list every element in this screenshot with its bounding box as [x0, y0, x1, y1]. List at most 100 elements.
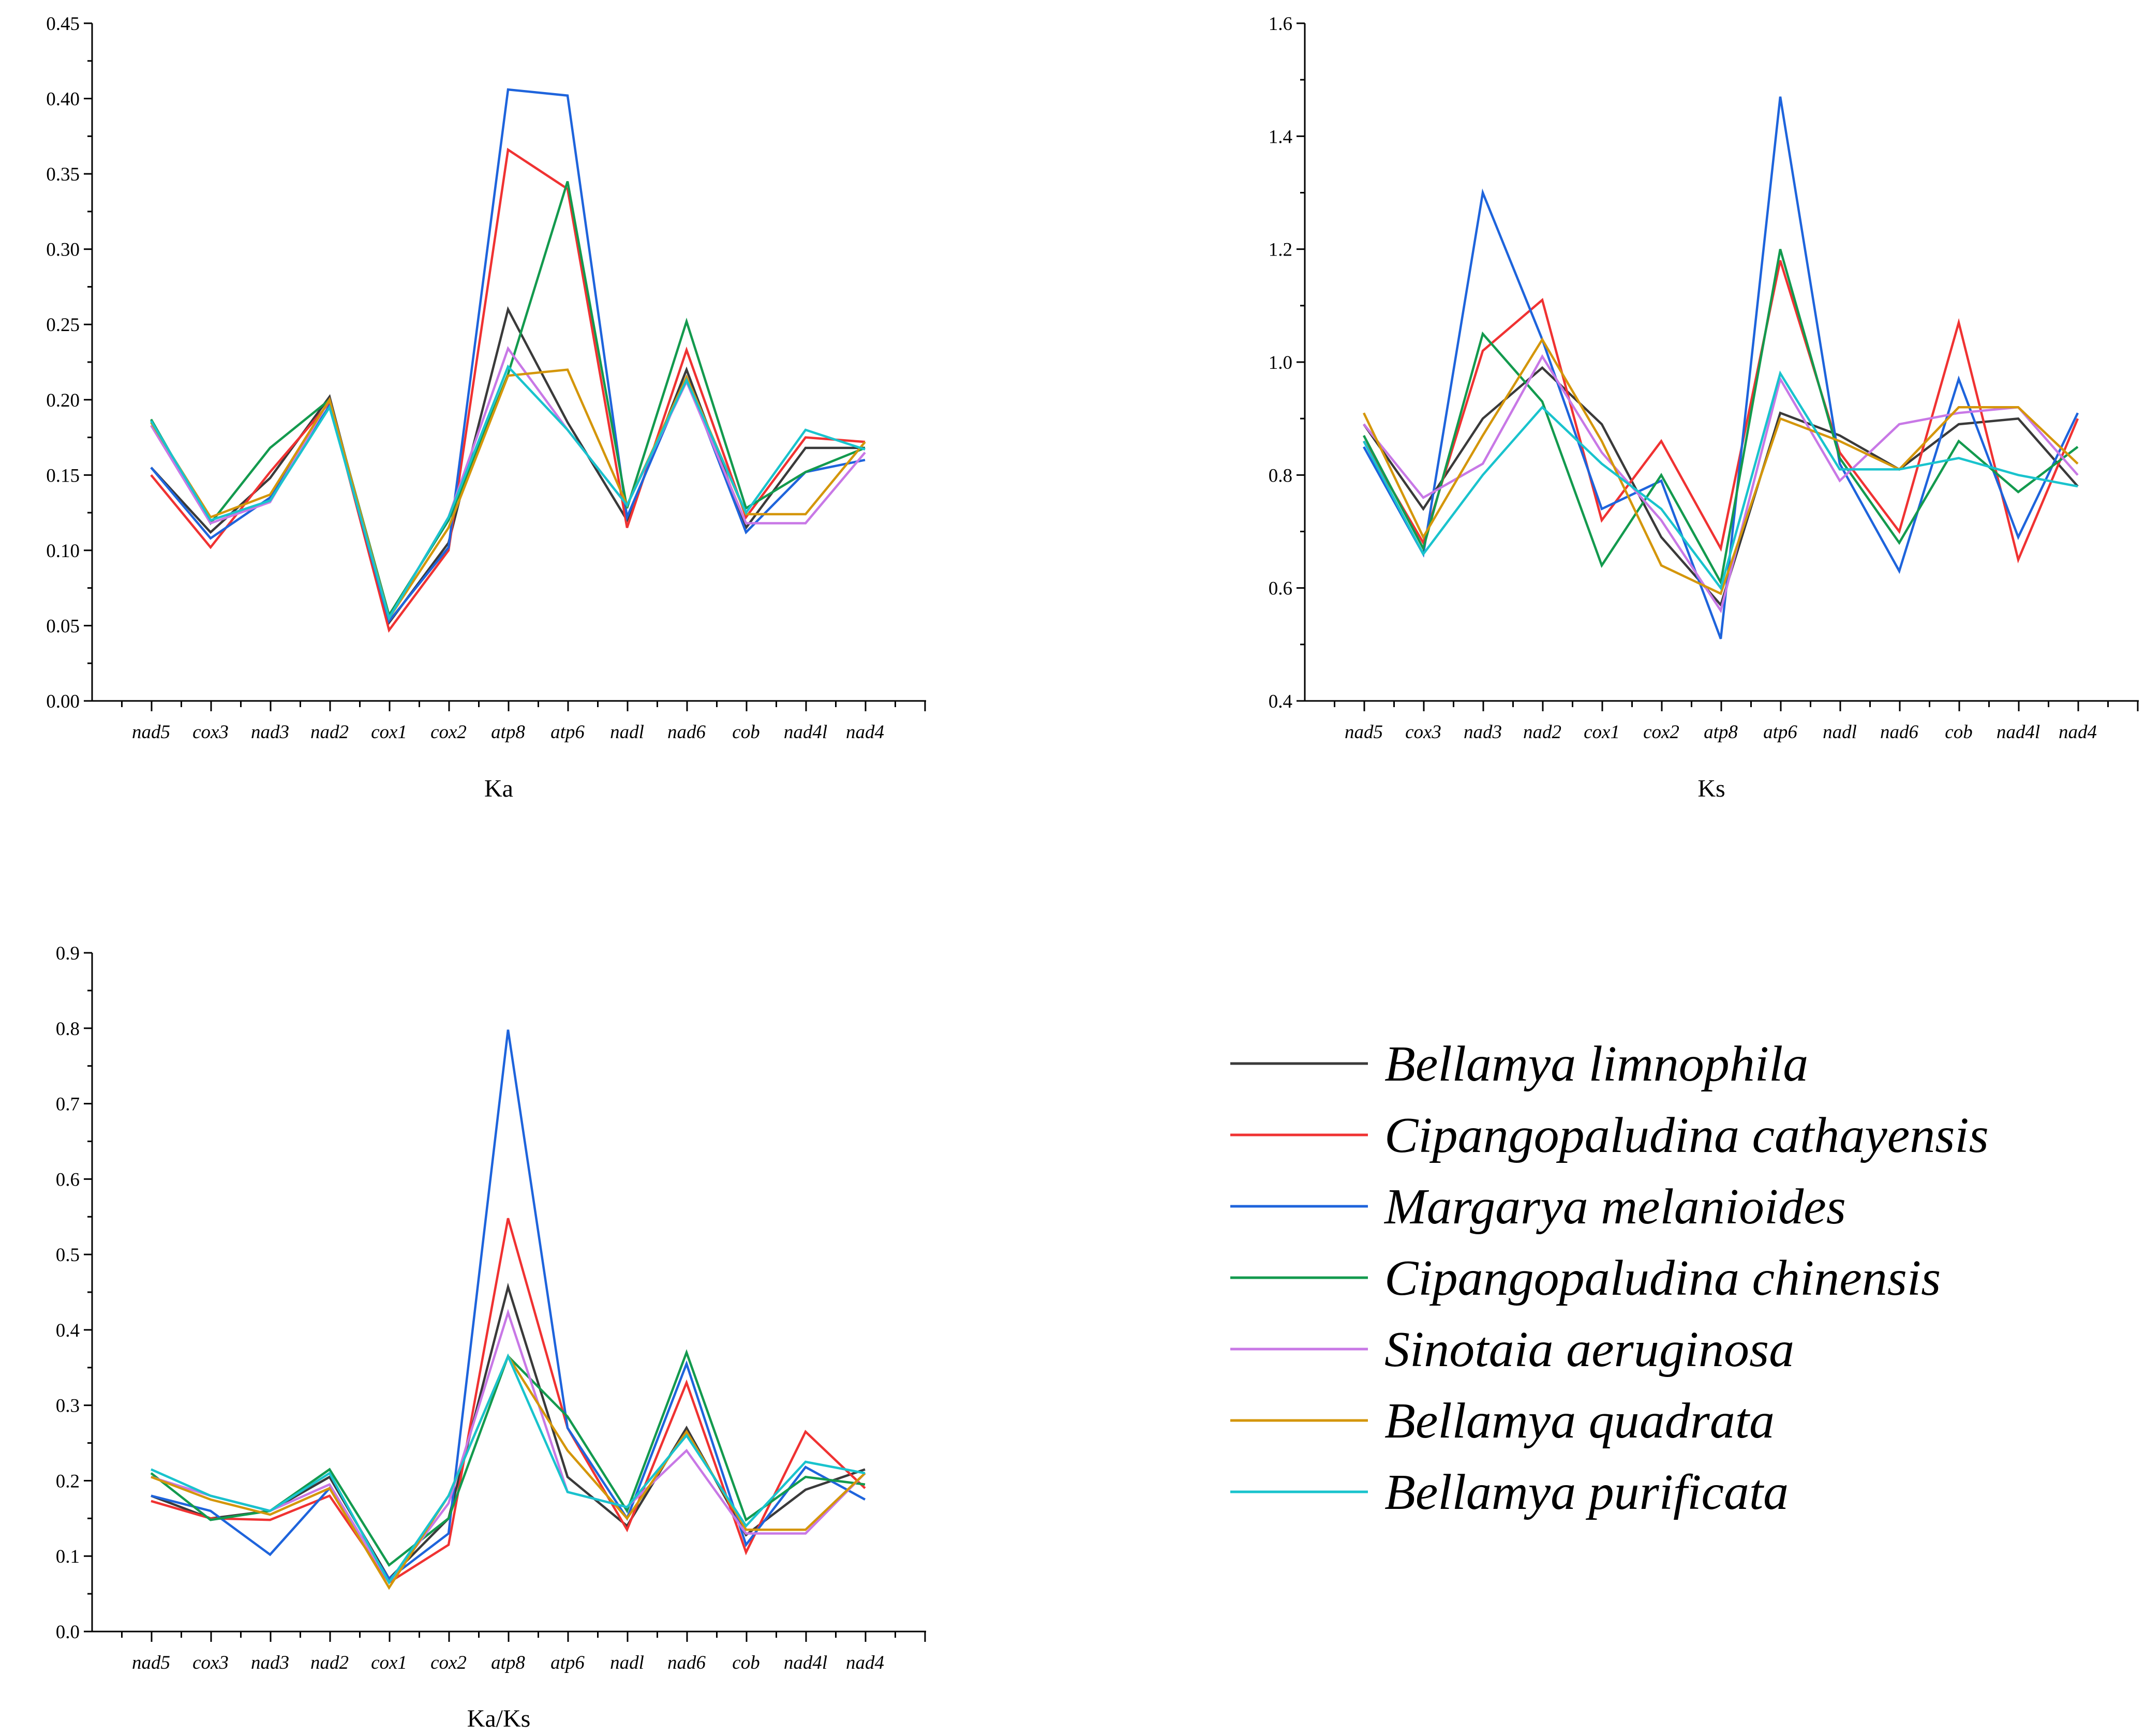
series-line [1363, 354, 2079, 613]
y-tick-label: 0.05 [46, 616, 80, 637]
y-tick-label: 1.0 [1269, 352, 1292, 373]
y-tick-label: 0.8 [1269, 465, 1292, 486]
x-tick-label: nad3 [1464, 722, 1502, 743]
y-tick-label: 0.45 [46, 13, 80, 35]
x-tick-label: cox2 [430, 722, 467, 743]
x-tick-label: cox2 [430, 1652, 467, 1673]
x-tick-label: cob [732, 722, 759, 743]
y-tick-label: 0.3 [56, 1396, 80, 1417]
x-tick-label: cob [732, 1652, 759, 1673]
ka-ks-chart: 0.0 0.1 0.2 0.3 0.4 0.5 0.6 0.7 0.8 0.9 nad5 cox3 na… [56, 943, 926, 1732]
x-tick-label: nad5 [132, 1652, 170, 1673]
legend: Bellamya limnophila Cipangopaludina catha… [1230, 1036, 1989, 1520]
x-tick-label: nad5 [132, 722, 170, 743]
x-tick-label: nad6 [667, 1652, 706, 1673]
ks-chart: 0.4 0.6 0.8 1.0 1.2 1.4 1.6 nad5 cox3 nad3 nad2 cox… [1269, 13, 2139, 802]
x-tick-label: nad2 [1523, 722, 1561, 743]
y-tick-label: 0.35 [46, 164, 80, 185]
y-tick-label: 1.2 [1269, 240, 1292, 261]
y-tick-label: 0.30 [46, 240, 80, 261]
series-line [150, 147, 866, 633]
x-tick-label: atp8 [1704, 722, 1738, 743]
series-line [151, 1354, 866, 1590]
x-tick-label: cox1 [371, 722, 407, 743]
legend-label: Bellamya limnophila [1384, 1036, 1808, 1092]
series-line [1363, 96, 2079, 639]
x-tick-label: nadl [610, 722, 644, 743]
series-line [1363, 249, 2079, 586]
x-tick-label: nad4l [784, 1652, 827, 1673]
x-tick-label: atp8 [491, 722, 525, 743]
series-line [151, 1353, 866, 1585]
y-tick-label: 0.9 [56, 943, 80, 964]
series-line [151, 1282, 866, 1581]
x-tick-label: cox1 [371, 1652, 407, 1673]
x-tick-label: nad2 [310, 1652, 349, 1673]
x-tick-label: atp6 [550, 722, 585, 743]
x-tick-label: nad3 [251, 1652, 289, 1673]
y-tick-label: 0.5 [56, 1245, 80, 1266]
x-axis-title: Ka/Ks [467, 1705, 531, 1732]
x-tick-label: atp6 [550, 1652, 585, 1673]
y-tick-label: 0.6 [1269, 578, 1292, 600]
x-axis-title: Ks [1697, 775, 1725, 802]
y-tick-label: 0.10 [46, 541, 80, 562]
series-line [151, 1309, 866, 1585]
x-tick-label: nad6 [667, 722, 706, 743]
series-line [1363, 370, 2078, 591]
x-tick-label: cox2 [1643, 722, 1679, 743]
y-tick-label: 0.2 [56, 1471, 80, 1492]
series-line [150, 306, 865, 625]
series-line [1362, 337, 2079, 595]
series-line [150, 181, 866, 618]
x-tick-label: nadl [610, 1652, 644, 1673]
y-tick-label: 0.7 [56, 1094, 80, 1115]
x-tick-label: nad2 [310, 722, 349, 743]
x-tick-label: atp6 [1763, 722, 1797, 743]
x-tick-label: nadl [1823, 722, 1857, 743]
y-tick-label: 0.25 [46, 315, 80, 336]
x-tick-label: atp8 [491, 1652, 525, 1673]
x-tick-label: cox3 [1405, 722, 1441, 743]
y-tick-label: 0.8 [56, 1019, 80, 1040]
y-tick-label: 0.6 [56, 1169, 80, 1190]
y-tick-label: 0.20 [46, 390, 80, 411]
x-tick-label: nad4l [1997, 722, 2040, 743]
series-line [1363, 366, 2079, 607]
legend-label: Cipangopaludina chinensis [1384, 1250, 1941, 1306]
y-tick-label: 0.00 [46, 691, 80, 712]
legend-label: Bellamya quadrata [1384, 1393, 1775, 1449]
x-tick-label: nad6 [1880, 722, 1919, 743]
x-tick-label: cob [1945, 722, 1972, 743]
legend-label: Margarya melanioides [1383, 1179, 1846, 1235]
x-tick-label: cox1 [1584, 722, 1620, 743]
series-line [150, 88, 866, 624]
x-tick-label: cox3 [192, 1652, 229, 1673]
y-tick-label: 0.0 [56, 1622, 80, 1643]
x-axis-title: Ka [484, 775, 513, 802]
series-line [1363, 260, 2079, 564]
series-line [151, 1029, 866, 1581]
legend-label: Bellamya purificata [1384, 1464, 1789, 1520]
y-tick-label: 0.1 [56, 1546, 80, 1567]
legend-label: Sinotaia aeruginosa [1384, 1322, 1794, 1378]
x-tick-label: nad5 [1345, 722, 1383, 743]
x-tick-label: nad4l [784, 722, 827, 743]
series-line [150, 346, 866, 621]
ka-chart: 0.00 0.05 0.10 0.15 0.20 0.25 0.30 0.35 0.40 0.45… [46, 13, 926, 802]
y-tick-label: 0.40 [46, 89, 80, 110]
x-tick-label: nad4 [846, 1652, 884, 1673]
series-line [150, 368, 866, 621]
y-tick-label: 0.4 [56, 1320, 80, 1341]
series-line [151, 1218, 866, 1584]
x-tick-label: nad4 [2059, 722, 2097, 743]
y-tick-label: 1.6 [1269, 13, 1292, 35]
series-line [150, 364, 866, 621]
x-tick-label: nad4 [846, 722, 884, 743]
x-tick-label: cox3 [192, 722, 229, 743]
y-tick-label: 0.15 [46, 465, 80, 486]
legend-label: Cipangopaludina cathayensis [1384, 1108, 1989, 1163]
y-tick-label: 1.4 [1269, 126, 1292, 147]
x-tick-label: nad3 [251, 722, 289, 743]
